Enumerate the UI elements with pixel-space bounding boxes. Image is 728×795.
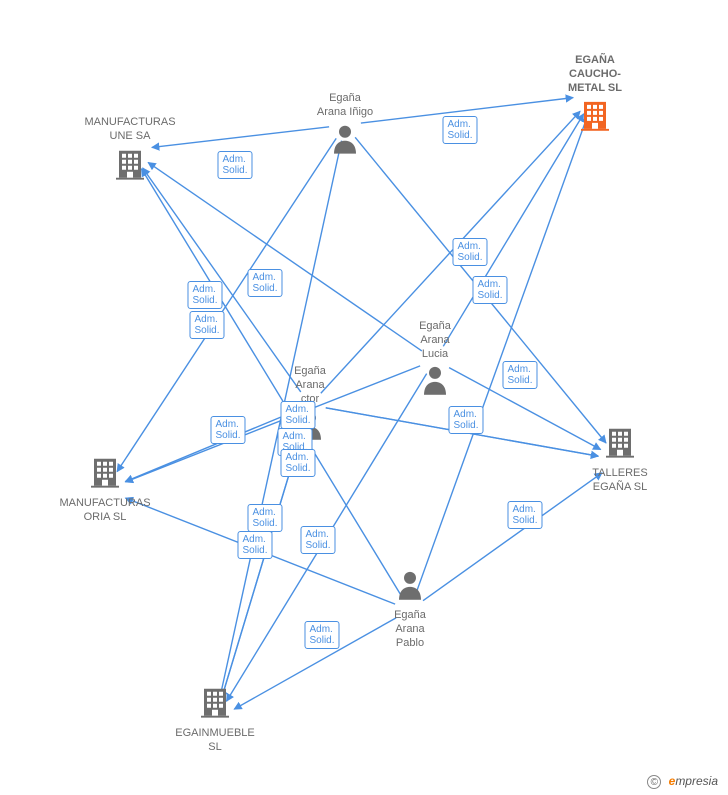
edge-label: Adm. Solid.: [502, 361, 537, 389]
node-label: Egaña Arana ctor: [294, 365, 326, 406]
node-manuf_une[interactable]: MANUFACTURAS UNE SA: [70, 116, 190, 185]
edge-label: Adm. Solid.: [507, 501, 542, 529]
node-inigo[interactable]: Egaña Arana Iñigo: [285, 92, 405, 159]
edge-label: Adm. Solid.: [280, 401, 315, 429]
node-label: TALLERES EGAÑA SL: [592, 467, 647, 495]
building-icon: [199, 686, 231, 718]
person-icon: [332, 123, 358, 153]
person-icon: [397, 570, 423, 600]
node-pablo[interactable]: Egaña Arana Pablo: [350, 570, 470, 650]
node-egana_caucho[interactable]: EGAÑA CAUCHO- METAL SL: [535, 54, 655, 136]
edge-label: Adm. Solid.: [280, 449, 315, 477]
edge-label: Adm. Solid.: [189, 311, 224, 339]
copyright-symbol: ©: [647, 775, 661, 789]
edge-label: Adm. Solid.: [300, 526, 335, 554]
edge-label: Adm. Solid.: [448, 406, 483, 434]
node-label: Egaña Arana Pablo: [394, 609, 426, 650]
edge: [443, 114, 583, 346]
edge-label: Adm. Solid.: [304, 621, 339, 649]
edge-label: Adm. Solid.: [237, 531, 272, 559]
node-label: EGAINMUEBLE SL: [175, 727, 254, 755]
footer-attribution: © empresia: [647, 774, 718, 789]
building-icon: [89, 456, 121, 488]
building-icon: [604, 426, 636, 458]
node-talleres[interactable]: TALLERES EGAÑA SL: [560, 426, 680, 495]
node-lucia[interactable]: Egaña Arana Lucia: [375, 320, 495, 400]
edge-label: Adm. Solid.: [452, 238, 487, 266]
node-egainmueble[interactable]: EGAINMUEBLE SL: [155, 686, 275, 755]
node-manuf_oria[interactable]: MANUFACTURAS ORIA SL: [45, 456, 165, 525]
node-label: MANUFACTURAS UNE SA: [84, 116, 175, 144]
network-diagram: EGAÑA CAUCHO- METAL SL MANUFACTURAS UNE …: [0, 0, 728, 795]
person-icon: [422, 365, 448, 395]
edge-label: Adm. Solid.: [442, 116, 477, 144]
node-label: MANUFACTURAS ORIA SL: [59, 497, 150, 525]
node-label: EGAÑA CAUCHO- METAL SL: [568, 54, 622, 95]
edge-label: Adm. Solid.: [247, 269, 282, 297]
building-icon: [579, 99, 611, 131]
edge-label: Adm. Solid.: [210, 416, 245, 444]
building-icon: [114, 147, 146, 179]
edge-label: Adm. Solid.: [247, 504, 282, 532]
edge-label: Adm. Solid.: [217, 151, 252, 179]
brand-rest: mpresia: [675, 774, 718, 788]
node-label: Egaña Arana Lucia: [419, 320, 451, 361]
edge-label: Adm. Solid.: [187, 281, 222, 309]
node-label: Egaña Arana Iñigo: [317, 92, 373, 120]
edge-label: Adm. Solid.: [472, 276, 507, 304]
